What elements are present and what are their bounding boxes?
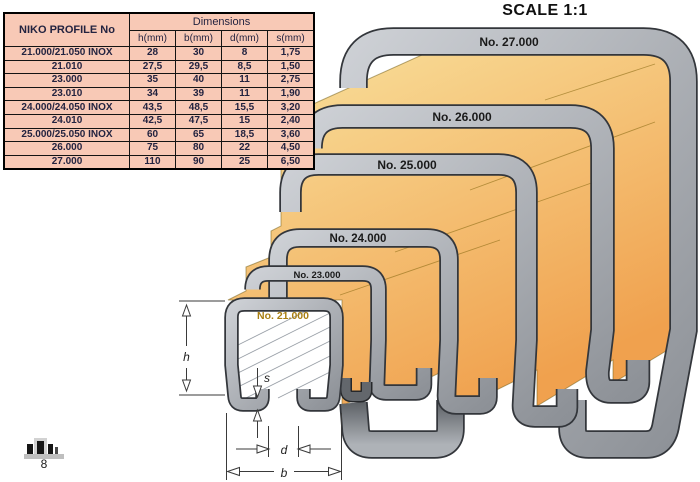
dimension-cell: 80 (175, 141, 222, 156)
col-header-h: h(mm) (129, 30, 176, 47)
dimension-cell: 15 (221, 113, 268, 129)
dimensions-table: NIKO PROFILE No Dimensions h(mm) b(mm) d… (3, 12, 315, 171)
dimension-cell: 22 (221, 141, 268, 156)
dimension-cell: 4,50 (267, 141, 315, 156)
dimension-cell: 75 (129, 141, 176, 156)
col-header-s: s(mm) (267, 30, 315, 47)
profile-face-21 (224, 297, 344, 412)
dimension-letter: b (281, 466, 288, 480)
profile-face-26 (298, 104, 651, 404)
dimension-cell: 27,5 (129, 59, 176, 75)
dimension-cell: 6,50 (267, 154, 315, 170)
dimension-cell: 11 (221, 86, 268, 102)
dimension-cell: 34 (129, 86, 176, 102)
dimension-cell: 3,20 (267, 100, 315, 115)
table-row: 26.000 75 80 22 4,50 (3, 141, 315, 156)
dimension-cell: 29,5 (175, 59, 222, 75)
col1-header: NIKO PROFILE No (3, 12, 130, 47)
logo-bar (37, 441, 44, 454)
dimension-cell: 65 (175, 127, 222, 143)
profile-face-23 (244, 265, 433, 401)
profile-no-cell: 23.000 (3, 73, 130, 88)
profile-no-cell: 21.000/21.050 INOX (3, 46, 130, 61)
dimension-letter: d (281, 443, 288, 457)
dimension-cell: 39 (175, 86, 222, 102)
profile-no-cell: 23.010 (3, 86, 130, 102)
dimension-cell: 48,5 (175, 100, 222, 115)
dimension-cell: 28 (129, 46, 176, 61)
dimension-cell: 18,5 (221, 127, 268, 143)
logo-base-bar (24, 454, 64, 459)
dimension-annotations (179, 300, 343, 480)
dimension-cell: 11 (221, 73, 268, 88)
logo-bar (48, 444, 53, 454)
dimension-cell: 40 (175, 73, 222, 88)
table-row: 21.010 27,5 29,5 8,5 1,50 (3, 59, 315, 75)
dimension-cell: 1,90 (267, 86, 315, 102)
dimension-letter: s (264, 371, 270, 385)
profile-label: No. 27.000 (479, 35, 539, 49)
profile-label: No. 21.000 (257, 310, 309, 322)
dimension-cell: 35 (129, 73, 176, 88)
profile-label: No. 26.000 (432, 110, 492, 124)
dimension-cell: 8,5 (221, 59, 268, 75)
profile-no-cell: 25.000/25.050 INOX (3, 127, 130, 143)
dimension-cell: 47,5 (175, 113, 222, 129)
table-row: 23.010 34 39 11 1,90 (3, 86, 315, 102)
logo-bar (27, 444, 33, 454)
dimension-cell: 2,75 (267, 73, 315, 88)
profile-label: No. 25.000 (377, 158, 437, 172)
dimension-cell: 15,5 (221, 100, 268, 115)
profile-face-27 (339, 27, 698, 459)
logo-bar (55, 447, 58, 454)
dimension-cell: 25 (221, 154, 268, 170)
table-row: 24.000/24.050 INOX 43,5 48,5 15,5 3,20 (3, 100, 315, 115)
table-row: 24.010 42,5 47,5 15 2,40 (3, 113, 315, 129)
dimension-cell: 110 (129, 154, 176, 170)
dimension-cell: 1,75 (267, 46, 315, 61)
profile-no-cell: 27.000 (3, 154, 130, 170)
profile-no-cell: 24.000/24.050 INOX (3, 100, 130, 115)
dimension-cell: 43,5 (129, 100, 176, 115)
page-number: 8 (40, 457, 48, 471)
profile-no-cell: 26.000 (3, 141, 130, 156)
dimension-cell: 3,60 (267, 127, 315, 143)
dimension-cell: 8 (221, 46, 268, 61)
profile-face-24 (268, 228, 498, 415)
dimension-cell: 60 (129, 127, 176, 143)
col-header-b: b(mm) (175, 30, 222, 47)
dimension-cell: 1,50 (267, 59, 315, 75)
rail-21-back-end (340, 378, 373, 403)
group-header: Dimensions (129, 12, 315, 31)
table-row: 21.000/21.050 INOX 28 30 8 1,75 (3, 46, 315, 61)
dimensions-table-wrap: NIKO PROFILE No Dimensions h(mm) b(mm) d… (3, 12, 315, 171)
col-header-d: d(mm) (221, 30, 268, 47)
table-row: 25.000/25.050 INOX 60 65 18,5 3,60 (3, 127, 315, 143)
dimension-cell: 42,5 (129, 113, 176, 129)
dimension-letter: h (183, 350, 190, 364)
profile-label: No. 24.000 (330, 233, 387, 245)
footer-logo-icon (24, 435, 64, 460)
dimension-cell: 90 (175, 154, 222, 170)
table-row: 27.000 110 90 25 6,50 (3, 154, 315, 170)
sub-header-row: h(mm) b(mm) d(mm) s(mm) (4, 30, 315, 47)
profile-label: No. 23.000 (294, 270, 341, 281)
profile-no-cell: 21.010 (3, 59, 130, 75)
dimension-cell: 2,40 (267, 113, 315, 129)
dimension-cell: 30 (175, 46, 222, 61)
scale-title: SCALE 1:1 (502, 2, 588, 19)
table-row: 23.000 35 40 11 2,75 (3, 73, 315, 88)
profile-no-cell: 24.010 (3, 113, 130, 129)
